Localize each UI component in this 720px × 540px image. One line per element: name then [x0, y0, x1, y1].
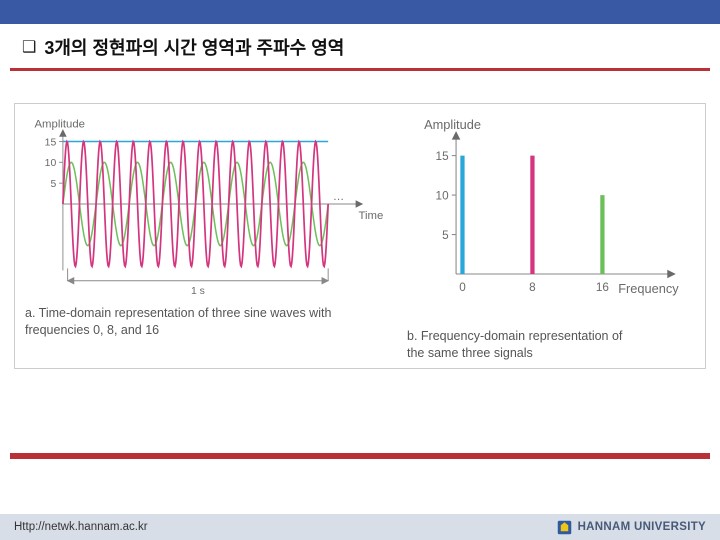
svg-text:Frequency: Frequency: [618, 281, 679, 296]
footer-org-block: HANNAM UNIVERSITY: [557, 520, 706, 535]
title-bullet: ❑: [22, 37, 36, 57]
spacer: [0, 369, 720, 453]
svg-text:16: 16: [596, 281, 609, 294]
footer-org: HANNAM UNIVERSITY: [578, 521, 706, 533]
caption-time: a. Time-domain representation of three s…: [25, 305, 385, 339]
slide-root: ❑ 3개의 정현파의 시간 영역과 주파수 영역 Amplitude … Time 5…: [0, 0, 720, 540]
svg-text:Time: Time: [358, 210, 383, 222]
svg-text:15: 15: [436, 150, 450, 163]
footer: Http://netwk.hannam.ac.kr HANNAM UNIVERS…: [0, 514, 720, 540]
caption-freq: b. Frequency-domain representation ofthe…: [407, 328, 695, 362]
top-bar: [0, 0, 720, 24]
footer-url: Http://netwk.hannam.ac.kr: [14, 521, 148, 533]
svg-text:Amplitude: Amplitude: [424, 117, 481, 132]
svg-text:1 s: 1 s: [191, 286, 205, 297]
svg-text:10: 10: [45, 158, 57, 169]
freq-domain-panel: Amplitude Frequency 5 10 15 0 8 16 b. Frequency…: [407, 114, 695, 362]
time-domain-panel: Amplitude … Time 5 10 15 1 s a. Time-domain re…: [25, 114, 385, 362]
figure-container: Amplitude … Time 5 10 15 1 s a. Time-domain re…: [14, 103, 706, 369]
svg-text:Amplitude: Amplitude: [34, 118, 85, 130]
title-row: ❑ 3개의 정현파의 시간 영역과 주파수 영역: [0, 24, 720, 68]
svg-text:5: 5: [50, 179, 56, 190]
university-logo-icon: [557, 520, 572, 535]
divider-bottom: [10, 453, 710, 459]
svg-text:8: 8: [529, 281, 536, 294]
svg-text:15: 15: [45, 137, 57, 148]
svg-text:…: …: [333, 191, 344, 203]
divider-top: [10, 68, 710, 71]
time-domain-chart: Amplitude … Time 5 10 15 1 s: [25, 114, 385, 299]
slide-title: 3개의 정현파의 시간 영역과 주파수 영역: [44, 34, 344, 60]
freq-domain-chart: Amplitude Frequency 5 10 15 0 8 16: [407, 114, 695, 322]
svg-text:10: 10: [436, 189, 450, 202]
svg-text:0: 0: [459, 281, 466, 294]
svg-text:5: 5: [442, 229, 449, 242]
